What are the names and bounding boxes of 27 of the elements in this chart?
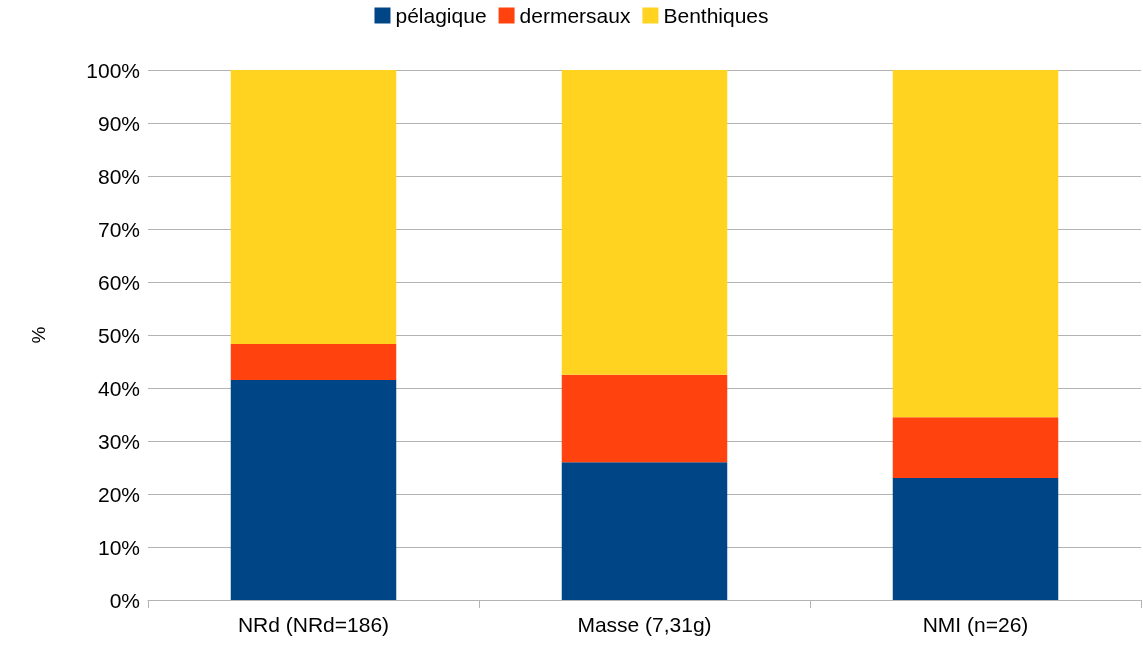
x-tick-label: NRd (NRd=186): [237, 613, 390, 636]
y-tick-label: 10%: [97, 535, 140, 559]
y-tick-label: 60%: [97, 270, 140, 294]
y-tick-label: 20%: [97, 482, 140, 506]
y-tick-label: 50%: [97, 323, 140, 347]
bar: [892, 70, 1059, 418]
bar: [561, 70, 728, 375]
y-tick-label: 100%: [86, 58, 140, 82]
y-tick-label: 70%: [97, 217, 140, 241]
bar: [892, 478, 1059, 600]
y-axis-title: %: [28, 326, 49, 344]
legend-label: dermersaux: [519, 4, 631, 27]
bar: [561, 462, 728, 600]
legend-label: pélagique: [395, 4, 487, 27]
y-tick-label: 30%: [97, 429, 140, 453]
y-tick-label: 0%: [109, 588, 140, 612]
bar: [561, 374, 728, 463]
bar: [892, 417, 1059, 479]
x-tick-label: NMI (n=26): [922, 613, 1029, 636]
y-tick-label: 80%: [97, 164, 140, 188]
legend-label: Benthiques: [663, 4, 769, 27]
y-tick-label: 90%: [97, 111, 140, 135]
bar: [230, 380, 397, 600]
x-tick-label: Masse (7,31g): [577, 613, 712, 636]
y-tick-label: 40%: [97, 376, 140, 400]
bar: [230, 344, 397, 381]
bar: [230, 70, 397, 345]
